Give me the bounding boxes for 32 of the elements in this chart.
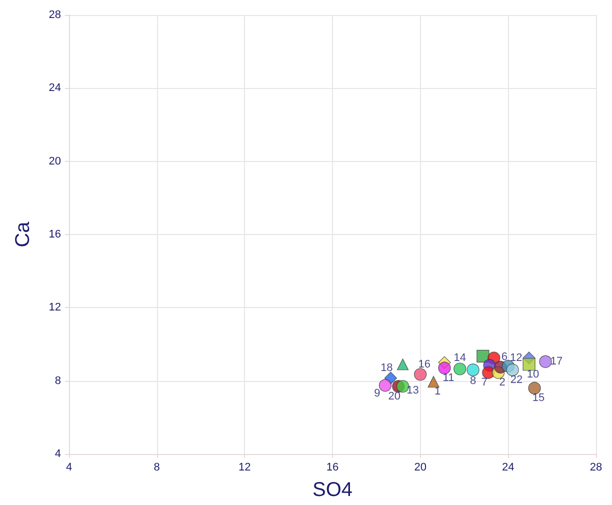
series-label: 18 [380, 362, 393, 374]
y-tick-label: 20 [48, 155, 61, 168]
x-tick-label: 4 [66, 462, 72, 474]
series-label: 2 [499, 376, 506, 389]
series-label: 8 [470, 374, 476, 387]
x-tick-label: 20 [414, 462, 426, 474]
series-label: 7 [481, 376, 488, 389]
x-tick-label: 24 [502, 462, 514, 474]
y-tick-label: 24 [48, 82, 61, 94]
series-label: 16 [418, 358, 430, 370]
series-label: 9 [374, 387, 380, 400]
x-tick-label: 28 [590, 462, 602, 474]
x-tick-label: 12 [238, 462, 251, 474]
y-axis-title: Ca [12, 220, 34, 248]
x-tick-label: 8 [154, 462, 160, 474]
series-label: 15 [532, 392, 545, 404]
series-label: 22 [510, 374, 523, 386]
y-tick-label: 16 [48, 228, 61, 240]
x-tick-label: 16 [326, 462, 339, 474]
series-label: 20 [388, 390, 400, 402]
y-tick-label: 12 [48, 302, 61, 314]
series-label: 1 [434, 386, 441, 398]
y-tick-label: 4 [54, 448, 61, 460]
y-tick-label: 28 [48, 9, 61, 21]
series-label: 10 [526, 368, 540, 380]
series-label: 12 [510, 352, 522, 364]
series-label: 11 [442, 372, 454, 384]
y-tick-label: 8 [54, 374, 61, 387]
series-label: 6 [501, 351, 508, 364]
x-axis-title: SO4 [312, 479, 353, 501]
series-label: 13 [406, 384, 419, 396]
series-label: 14 [454, 352, 466, 364]
